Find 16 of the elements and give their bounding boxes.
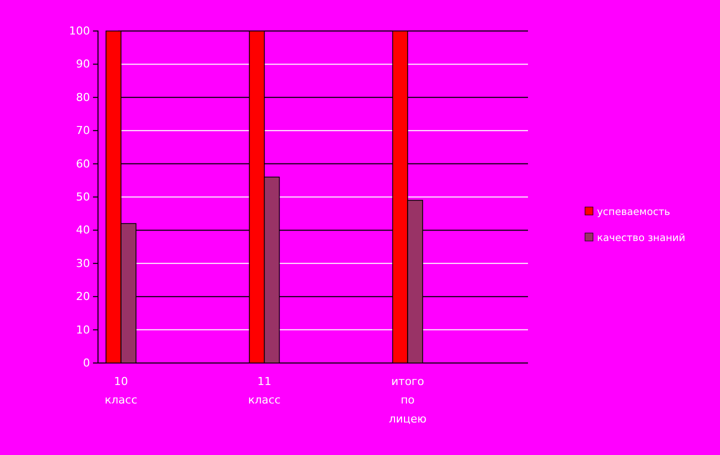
y-tick-label: 50 <box>76 190 90 204</box>
y-tick-label: 70 <box>76 124 90 138</box>
legend-label: успеваемость <box>597 207 670 218</box>
y-tick-label: 40 <box>76 224 90 237</box>
x-tick-label: 10 класс <box>104 375 138 407</box>
y-tick-label: 100 <box>69 24 90 38</box>
y-tick-label: 20 <box>76 290 90 304</box>
y-tick-label: 30 <box>76 256 90 270</box>
x-tick-label: итого по лицею <box>388 375 427 426</box>
x-tick-label: 11 класс <box>248 375 281 407</box>
y-tick-label: 80 <box>76 90 90 104</box>
y-tick-label: 0 <box>83 356 90 370</box>
y-tick-label: 60 <box>76 157 90 170</box>
legend-label: качество знаний <box>597 233 686 244</box>
y-tick-label: 10 <box>76 323 90 336</box>
y-tick-label: 90 <box>76 58 90 71</box>
